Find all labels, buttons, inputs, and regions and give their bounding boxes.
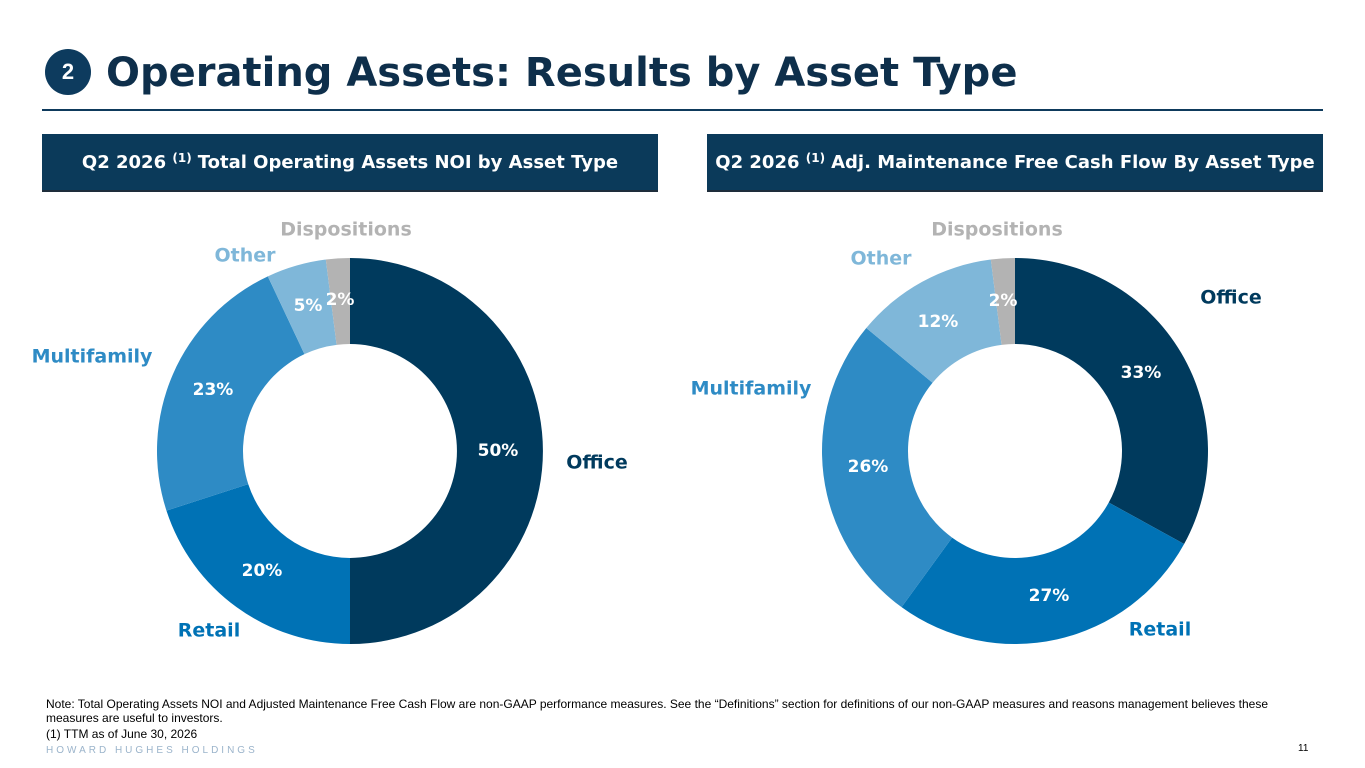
slice-multifamily [156,276,305,511]
category-label-office: Office [1200,287,1262,309]
value-label-multifamily: 23% [193,380,234,400]
noi-panel-header: Q2 2026 (1) Total Operating Assets NOI by… [42,134,658,192]
category-label-office: Office [566,452,628,474]
value-label-other: 12% [918,312,959,332]
fcf-panel-title: Adj. Maintenance Free Cash Flow By Asset… [831,151,1315,173]
category-label-dispositions: Dispositions [280,219,412,241]
category-label-retail: Retail [178,620,240,642]
value-label-office: 33% [1121,363,1162,383]
slice-office [1015,258,1208,544]
fcf-donut-chart: 33% 27% 26% 12% 2% Office Retail Multifamily Oth… [691,219,1262,644]
company-brand: HOWARD HUGHES HOLDINGS [46,745,258,756]
noi-panel-period: Q2 2026 [81,151,167,173]
slice-dispositions [990,258,1015,345]
category-label-other: Other [214,245,276,267]
slice-multifamily [821,327,953,608]
noi-donut-chart: 50% 20% 23% 5% 2% Office Retail Multifamily Othe… [32,219,628,644]
fcf-panel-footnote-ref: (1) [805,151,826,165]
slice-other [866,259,1002,383]
category-label-multifamily: Multifamily [691,378,812,400]
slice-retail [901,502,1185,644]
value-label-retail: 27% [1029,586,1070,606]
value-label-other: 5% [294,296,323,316]
category-label-dispositions: Dispositions [931,219,1063,241]
value-label-retail: 20% [242,561,283,581]
title-divider [42,109,1323,111]
category-label-multifamily: Multifamily [32,346,153,368]
value-label-dispositions: 2% [326,290,355,310]
fcf-panel-period: Q2 2026 [715,151,800,173]
section-number-badge: 2 [45,49,91,95]
slice-office [350,258,543,644]
slice-retail [166,484,350,644]
ttm-footnote: (1) TTM as of June 30, 2026 [46,727,198,741]
noi-panel-footnote-ref: (1) [172,151,192,165]
category-label-retail: Retail [1129,619,1191,641]
fcf-panel-header: Q2 2026 (1) Adj. Maintenance Free Cash Fl… [707,134,1323,192]
value-label-multifamily: 26% [848,457,889,477]
slice-other [267,259,337,355]
value-label-dispositions: 2% [989,291,1018,311]
value-label-office: 50% [478,441,519,461]
category-label-other: Other [850,248,912,270]
non-gaap-note: Note: Total Operating Assets NOI and Adj… [46,697,1268,725]
page-title: Operating Assets: Results by Asset Type [106,50,1018,96]
slice-dispositions [325,258,350,345]
noi-panel-title: Total Operating Assets NOI by Asset Type [197,151,619,173]
page-number: 11 [1298,743,1309,754]
